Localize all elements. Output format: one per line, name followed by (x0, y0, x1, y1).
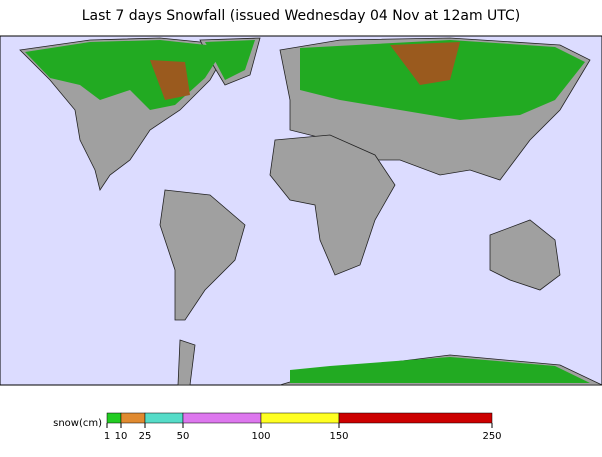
legend-tick-label: 1 (104, 431, 110, 442)
legend-swatch (338, 412, 493, 424)
legend-tick-label: 250 (482, 431, 501, 442)
legend-tick-label: 25 (139, 431, 152, 442)
legend-swatch (106, 412, 122, 424)
legend-swatch (260, 412, 340, 424)
legend-tick-label: 150 (329, 431, 348, 442)
legend: snow(cm) 1 10 25 50 100 150 250 (53, 412, 502, 442)
legend-swatch (120, 412, 146, 424)
map (0, 35, 602, 386)
legend-swatch (144, 412, 184, 424)
legend-label: snow(cm) (53, 418, 102, 429)
legend-swatch (182, 412, 262, 424)
legend-tick-label: 10 (115, 431, 128, 442)
legend-tick-label: 100 (251, 431, 270, 442)
legend-tick-label: 50 (177, 431, 190, 442)
title: Last 7 days Snowfall (issued Wednesday 0… (82, 8, 521, 24)
